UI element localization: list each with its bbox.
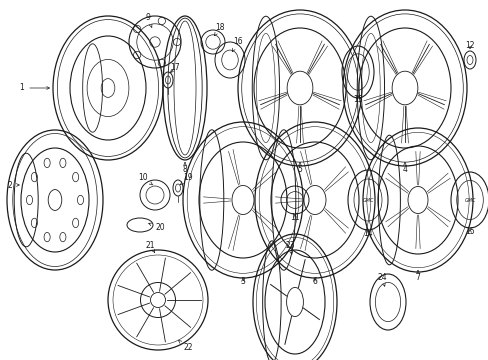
Text: 18: 18 (214, 23, 224, 36)
Text: 10: 10 (138, 174, 153, 185)
Text: 21: 21 (145, 240, 154, 252)
Text: 20: 20 (148, 223, 164, 233)
Text: 2: 2 (8, 180, 19, 189)
Text: 6: 6 (312, 278, 317, 287)
Text: 19: 19 (180, 174, 192, 185)
Text: GMC: GMC (464, 198, 475, 202)
Text: 5: 5 (297, 163, 302, 175)
Text: 4: 4 (402, 163, 407, 175)
Text: 1: 1 (20, 84, 49, 93)
Text: 13: 13 (352, 95, 362, 104)
Text: 16: 16 (232, 37, 243, 52)
Text: 3: 3 (240, 278, 245, 287)
Text: 11: 11 (290, 212, 299, 221)
Text: 14: 14 (363, 229, 372, 238)
Text: 8: 8 (182, 163, 187, 175)
Text: 9: 9 (145, 13, 152, 28)
Text: 12: 12 (464, 40, 474, 49)
Text: 17: 17 (170, 63, 180, 72)
Text: 24: 24 (376, 274, 386, 286)
Text: 23: 23 (285, 240, 294, 254)
Text: 15: 15 (464, 228, 474, 237)
Text: GMC: GMC (362, 198, 373, 202)
Text: 22: 22 (178, 340, 192, 352)
Text: 7: 7 (415, 271, 420, 283)
